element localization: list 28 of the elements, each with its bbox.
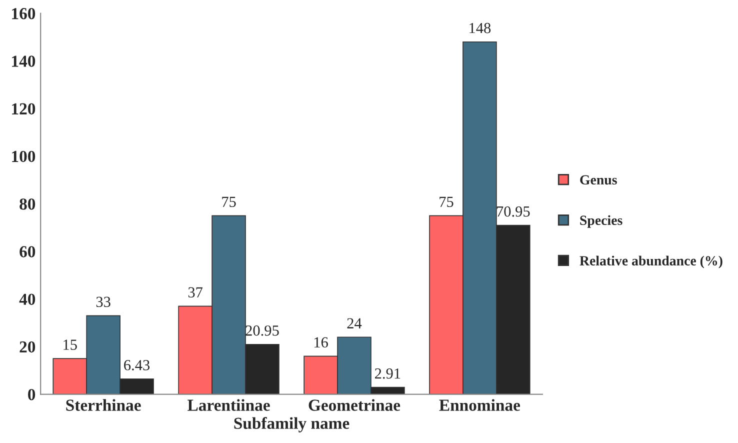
data-label: 33 (96, 296, 110, 308)
legend-label: Genus (580, 175, 617, 185)
data-label: 37 (188, 287, 203, 298)
y-tick-label: 100 (12, 150, 36, 162)
data-label: 75 (440, 196, 454, 208)
data-label: 6.43 (124, 360, 150, 370)
x-tick-label: Ennominae (439, 399, 520, 411)
legend-label: Relative abundance (%) (580, 256, 722, 268)
y-tick-label: 80 (20, 198, 36, 210)
y-tick-label: 140 (12, 56, 36, 67)
data-label: 148 (470, 22, 491, 34)
data-label: 24 (347, 318, 362, 328)
data-label: 70.95 (496, 206, 530, 217)
x-tick-label: Geometrinae (308, 399, 400, 411)
y-tick-label: 0 (28, 388, 36, 400)
y-tick-label: 120 (12, 103, 36, 114)
data-label: 75 (222, 196, 236, 208)
y-tick-label: 60 (20, 246, 36, 258)
data-label: 2.91 (375, 368, 400, 379)
legend-label: Species (580, 215, 622, 228)
y-tick-label: 160 (12, 8, 36, 20)
y-tick-label: 40 (19, 294, 36, 305)
x-axis-title: Subfamily name (234, 417, 350, 432)
data-label: 15 (64, 340, 77, 350)
x-tick-label: Larentiinae (188, 399, 270, 411)
data-label: 16 (314, 337, 328, 348)
x-tick-label: Sterrhinae (66, 399, 141, 411)
y-tick-label: 20 (20, 341, 36, 353)
